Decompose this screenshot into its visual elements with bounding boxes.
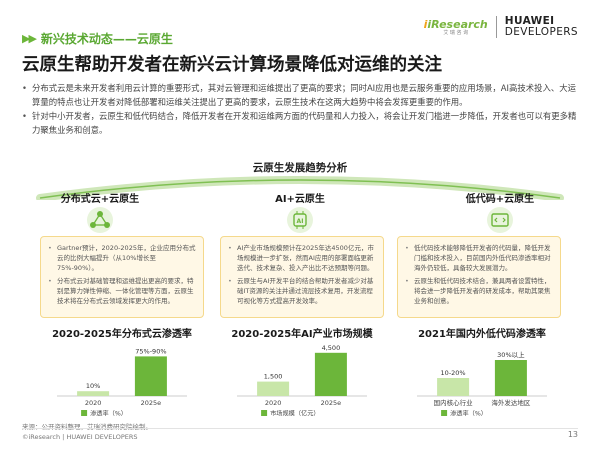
bullet-dot-icon: •	[228, 244, 232, 252]
chart-bar	[494, 360, 527, 396]
bullet-list: • 分布式云是未来开发者利用云计算的重要形式，其对云管理和运维提出了更高的要求；…	[22, 82, 582, 138]
bullet-dot-icon: •	[405, 244, 409, 252]
chart-title-low-code: 2021年国内外低代码渗透率	[418, 329, 546, 340]
iresearch-logo: iiResearch 艾 瑞 咨 询	[423, 17, 488, 36]
chart-data-label: 10%	[86, 382, 100, 390]
ai-chip-icon: AI	[287, 207, 313, 233]
chart-bar	[257, 381, 290, 396]
bullet-dot-icon: •	[22, 83, 27, 93]
chart-bar	[314, 352, 347, 396]
chart-data-label: 75%-90%	[135, 347, 166, 355]
column-title-ai: AI+云原生	[275, 194, 325, 205]
info-box-low-code: • 低代码技术能够降低开发者的代码量，降低开发门槛和技术投入，目前国内外低代码渗透…	[397, 236, 561, 318]
chart-bar	[77, 391, 110, 396]
chart-legend-label: 渗透率（%）	[450, 410, 487, 418]
chart-category-label: 海外发达地区	[491, 398, 531, 407]
bullet-text: 分布式云是未来开发者利用云计算的重要形式，其对云管理和运维提出了更高的要求；同时…	[31, 83, 576, 107]
info-text: 低代码技术能够降低开发者的代码量，降低开发门槛和技术投入，目前国内外低代码渗透率…	[414, 244, 551, 272]
info-text: Gartner预计，2020-2025年，企业应用分布式云的比例大幅提升（从10…	[57, 244, 196, 272]
chart-distributed-cloud: 10% 2020 75%-90% 2025e 渗透率（%）	[57, 347, 187, 418]
chart-category-label: 2020	[265, 399, 282, 407]
info-text: 云原生和低代码技术结合，兼具两者设置特性，将会进一步降低开发者的研发成本，帮助其…	[414, 277, 551, 305]
network-icon	[87, 207, 113, 233]
chart-category-label: 2020	[85, 399, 102, 407]
chart-category-label: 2025e	[321, 399, 342, 407]
svg-text:AI: AI	[297, 218, 304, 225]
footer-divider	[22, 428, 578, 429]
logo-divider	[495, 16, 497, 39]
huawei-logo-line2: DEVELOPERS	[504, 26, 578, 39]
code-icon	[487, 207, 513, 233]
chart-title-ai: 2020-2025年AI产业市场规模	[231, 329, 373, 340]
page-number: 13	[567, 430, 578, 439]
chart-legend-swatch	[81, 410, 88, 416]
info-text: 分布式云对基础管理和运维提出更高的要求，特别是算力弹性伸缩、一体化管理等方面，云…	[57, 277, 194, 305]
column-title-low-code: 低代码+云原生	[465, 194, 535, 205]
chart-bar	[134, 356, 167, 396]
trend-arc	[36, 176, 564, 200]
chart-category-label: 国内核心行业	[434, 398, 474, 407]
chart-legend-label: 市场规模（亿元）	[270, 410, 320, 418]
source-note: 来源：公开资料整理，艾瑞消费研究院绘制。	[22, 423, 152, 431]
chart-data-label: 1,500	[264, 373, 283, 381]
chart-bar	[437, 378, 470, 396]
bullet-dot-icon: •	[48, 244, 52, 252]
chart-legend-swatch	[261, 410, 268, 416]
bullet-dot-icon: •	[405, 277, 409, 285]
iresearch-logo-sub: 艾 瑞 咨 询	[443, 29, 469, 36]
bullet-text: 针对中小开发者，云原生和低代码结合，降低开发者在开发和运维两方面的代码量和人力投…	[31, 111, 577, 135]
chart-legend-label: 渗透率（%）	[90, 410, 127, 418]
section-tag: ▶▶ 新兴技术动态——云原生	[22, 30, 173, 47]
bullet-dot-icon: •	[48, 277, 52, 285]
info-box-ai: • AI产业市场规模预计在2025年达4500亿元，市场规模进一步扩张，然而AI应…	[220, 236, 384, 318]
huawei-developers-logo: HUAWEI DEVELOPERS	[504, 15, 578, 39]
huawei-logo-line1: HUAWEI	[504, 15, 555, 27]
iresearch-logo-text: iResearch	[427, 17, 488, 31]
section-tag-label: 新兴技术动态——云原生	[40, 32, 173, 46]
info-text: AI产业市场规模预计在2025年达4500亿元，市场规模进一步扩张，然而AI应用…	[237, 244, 374, 272]
bullet-item: • 针对中小开发者，云原生和低代码结合，降低开发者在开发和运维两方面的代码量和人…	[22, 110, 582, 137]
bullet-item: • 分布式云是未来开发者利用云计算的重要形式，其对云管理和运维提出了更高的要求；…	[22, 82, 582, 109]
double-arrow-icon: ▶▶	[22, 32, 37, 45]
info-box-distributed-cloud: • Gartner预计，2020-2025年，企业应用分布式云的比例大幅提升（从1…	[40, 236, 204, 318]
bullet-dot-icon: •	[228, 277, 232, 285]
footer-copyright: ©iResearch | HUAWEI DEVELOPERS	[22, 433, 138, 441]
diagram-title: 云原生发展趋势分析	[252, 162, 348, 174]
chart-title-distributed-cloud: 2020-2025年分布式云渗透率	[52, 329, 192, 340]
chart-category-label: 2025e	[141, 399, 162, 407]
chart-data-label: 10-20%	[441, 369, 466, 377]
chart-data-label: 30%以上	[497, 350, 525, 359]
page-title: 云原生帮助开发者在新兴云计算场景降低对运维的关注	[22, 55, 442, 75]
logo-block: iiResearch 艾 瑞 咨 询 HUAWEI DEVELOPERS	[423, 15, 578, 39]
chart-data-label: 4,500	[322, 344, 341, 352]
chart-legend-swatch	[441, 410, 448, 416]
info-text: 云原生与AI开发平台的结合帮助开发者减少对基础IT资源的关注并通过流层技术复用，…	[237, 277, 374, 305]
bullet-dot-icon: •	[22, 111, 27, 121]
column-title-distributed-cloud: 分布式云+云原生	[60, 194, 140, 205]
